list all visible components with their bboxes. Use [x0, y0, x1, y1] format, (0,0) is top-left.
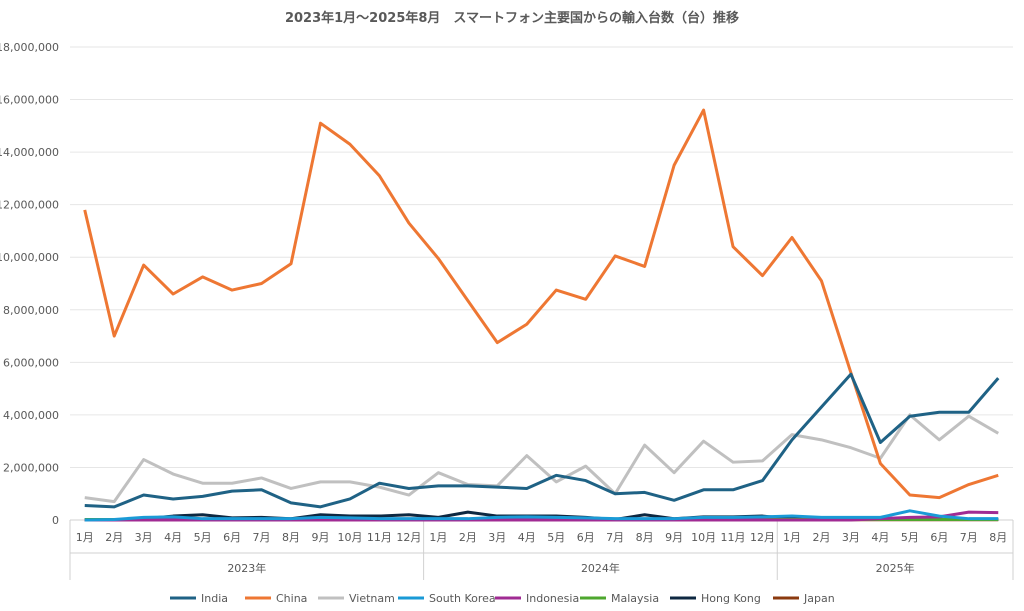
x-tick-label: 11月 — [367, 531, 392, 544]
y-tick-label: 12,000,000 — [0, 199, 59, 212]
series-line-india — [84, 372, 1000, 509]
x-tick-label: 6月 — [577, 531, 595, 544]
x-tick-label: 3月 — [135, 531, 153, 544]
x-tick-label: 3月 — [842, 531, 860, 544]
series-line-south-korea — [84, 509, 999, 522]
y-tick-label: 10,000,000 — [0, 251, 59, 264]
legend-label: Indonesia — [526, 592, 579, 605]
chart-title: 2023年1月～2025年8月 スマートフォン主要国からの輸入台数（台）推移 — [285, 10, 739, 26]
x-tick-label: 7月 — [606, 531, 624, 544]
x-tick-label: 10月 — [337, 531, 362, 544]
year-group-label: 2025年 — [876, 561, 915, 575]
x-tick-label: 4月 — [164, 531, 182, 544]
x-tick-label: 5月 — [194, 531, 212, 544]
legend-label: South Korea — [429, 592, 496, 605]
legend-label: India — [201, 592, 228, 605]
legend-label: Malaysia — [611, 592, 659, 605]
series-line-vietnam — [84, 413, 1000, 504]
x-tick-label: 7月 — [960, 531, 978, 544]
x-tick-label: 7月 — [253, 531, 271, 544]
x-tick-label: 12月 — [750, 531, 775, 544]
x-tick-label: 8月 — [989, 531, 1007, 544]
x-tick-label: 8月 — [636, 531, 654, 544]
x-tick-label: 1月 — [76, 531, 94, 544]
x-tick-label: 2月 — [812, 531, 830, 544]
x-tick-label: 6月 — [223, 531, 241, 544]
x-tick-label: 4月 — [518, 531, 536, 544]
x-tick-label: 9月 — [311, 531, 329, 544]
year-group-label: 2024年 — [581, 561, 620, 575]
y-tick-label: 0 — [52, 514, 59, 527]
y-tick-label: 8,000,000 — [3, 304, 59, 317]
year-group-label: 2023年 — [227, 561, 266, 575]
x-tick-label: 6月 — [930, 531, 948, 544]
x-tick-label: 12月 — [396, 531, 421, 544]
x-tick-label: 8月 — [282, 531, 300, 544]
x-tick-label: 5月 — [547, 531, 565, 544]
legend-label: China — [276, 592, 307, 605]
x-tick-label: 1月 — [429, 531, 447, 544]
x-tick-label: 2月 — [105, 531, 123, 544]
y-tick-label: 18,000,000 — [0, 41, 59, 54]
legend-label: Japan — [803, 592, 835, 605]
legend-label: Hong Kong — [701, 592, 761, 605]
x-tick-label: 10月 — [691, 531, 716, 544]
legend-label: Vietnam — [349, 592, 395, 605]
x-tick-label: 11月 — [721, 531, 746, 544]
y-tick-label: 4,000,000 — [3, 409, 59, 422]
x-tick-label: 3月 — [488, 531, 506, 544]
x-tick-label: 5月 — [901, 531, 919, 544]
x-tick-label: 4月 — [871, 531, 889, 544]
series-line-china — [83, 108, 999, 500]
x-tick-label: 1月 — [783, 531, 801, 544]
x-tick-label: 2月 — [459, 531, 477, 544]
y-tick-label: 14,000,000 — [0, 146, 59, 159]
y-tick-label: 6,000,000 — [3, 356, 59, 369]
y-tick-label: 2,000,000 — [3, 461, 59, 474]
y-tick-label: 16,000,000 — [0, 94, 59, 107]
x-tick-label: 9月 — [665, 531, 683, 544]
